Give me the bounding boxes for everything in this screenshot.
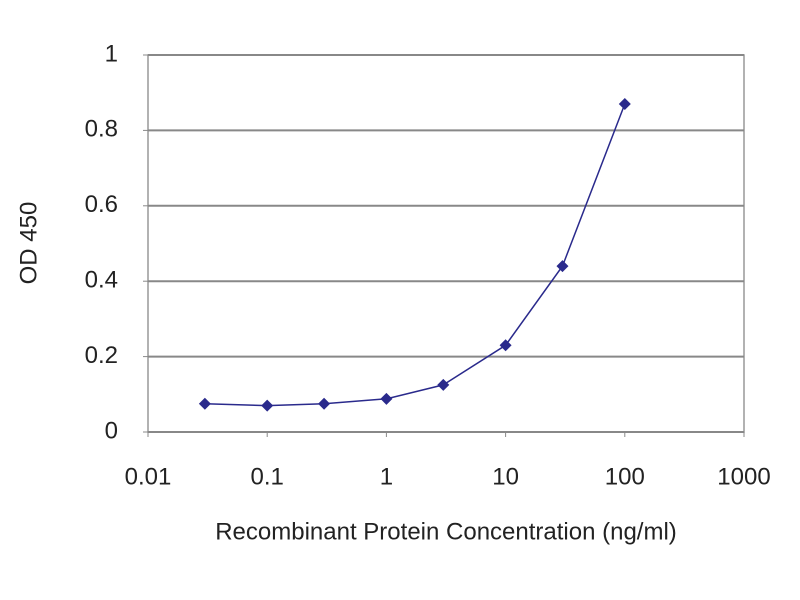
x-tick-label: 0.1 bbox=[251, 463, 284, 490]
data-point bbox=[437, 378, 450, 391]
x-tick-label: 1 bbox=[380, 463, 393, 490]
plot-frame bbox=[147, 54, 745, 433]
data-point bbox=[318, 397, 331, 410]
y-tick-label: 0 bbox=[105, 417, 118, 444]
x-tick-label: 0.01 bbox=[125, 463, 172, 490]
x-tick-label: 1000 bbox=[717, 463, 770, 490]
data-point bbox=[499, 339, 512, 352]
x-tick-label: 100 bbox=[605, 463, 645, 490]
y-tick-label: 0.2 bbox=[85, 342, 118, 369]
data-point bbox=[618, 98, 631, 111]
y-axis-label: OD 450 bbox=[15, 202, 42, 285]
data-line bbox=[204, 103, 626, 407]
y-tick-label: 0.4 bbox=[85, 267, 118, 294]
data-point bbox=[380, 392, 393, 405]
data-point bbox=[261, 399, 274, 412]
x-tick-label: 10 bbox=[492, 463, 519, 490]
data-point bbox=[198, 397, 211, 410]
y-tick-label: 0.6 bbox=[85, 191, 118, 218]
y-tick-label: 1 bbox=[105, 40, 118, 67]
y-tick-label: 0.8 bbox=[85, 116, 118, 143]
x-axis-label: Recombinant Protein Concentration (ng/ml… bbox=[215, 518, 677, 545]
data-point bbox=[556, 260, 569, 273]
